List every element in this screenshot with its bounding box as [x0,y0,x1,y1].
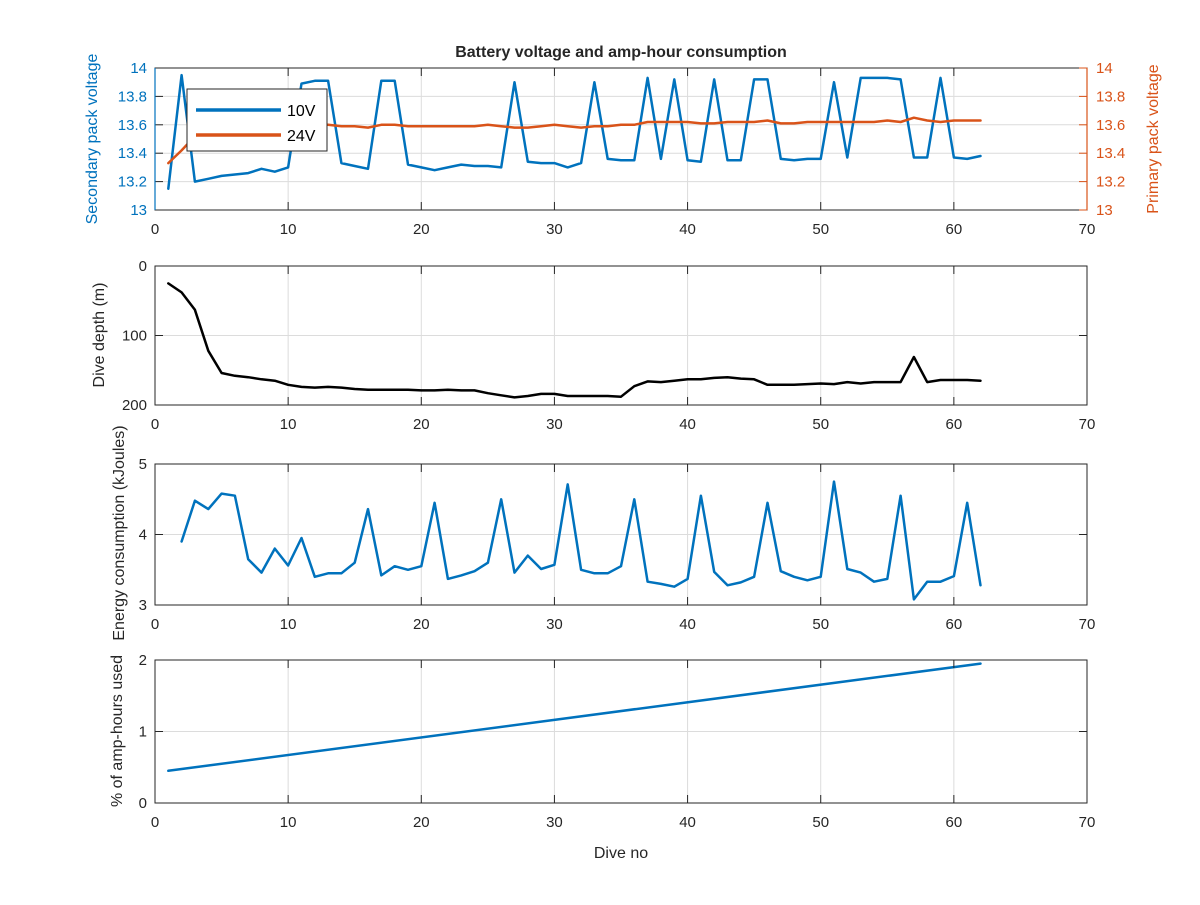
depth-x-tick-label: 50 [812,416,829,433]
energy-x-tick-label: 0 [151,616,159,633]
voltage-x-tick-label: 0 [151,221,159,238]
legend: 10V 24V [186,88,328,152]
voltage-y-tick-label: 13 [130,202,147,219]
depth-x-tick-label: 70 [1079,416,1096,433]
voltage-y-tick-label-right: 13.8 [1096,88,1125,105]
energy-x-tick-label: 20 [413,616,430,633]
depth-y-tick-label: 100 [122,328,147,345]
depth-y-tick-label: 0 [139,258,147,275]
energy-y-tick-label: 4 [139,527,147,544]
amphours-x-tick-label: 60 [946,814,963,831]
depth-x-tick-label: 40 [679,416,696,433]
y-axis-label-primary-voltage: Primary pack voltage [1145,64,1162,213]
voltage-y-tick-label-right: 13.4 [1096,145,1125,162]
depth-x-tick-label: 60 [946,416,963,433]
voltage-x-tick-label: 40 [679,221,696,238]
y-axis-label-amp-hours: % of amp-hours used [109,655,126,807]
depth-y-tick-label: 200 [122,397,147,414]
amphours-series-line-0 [167,662,982,773]
voltage-y-tick-label-right: 14 [1096,60,1113,77]
voltage-y-tick-label-right: 13 [1096,202,1113,219]
depth-x-tick-label: 30 [546,416,563,433]
amphours-x-tick-label: 50 [812,814,829,831]
depth-x-tick-label: 10 [280,416,297,433]
energy-y-tick-label: 5 [139,456,147,473]
amphours-x-tick-label: 0 [151,814,159,831]
voltage-x-tick-label: 60 [946,221,963,238]
voltage-y-tick-label: 13.2 [118,174,147,191]
voltage-y-tick-label-right: 13.6 [1096,117,1125,134]
voltage-x-tick-label: 20 [413,221,430,238]
voltage-y-tick-label: 13.4 [118,145,147,162]
amphours-x-tick-label: 10 [280,814,297,831]
energy-x-tick-label: 30 [546,616,563,633]
energy-x-tick-label: 40 [679,616,696,633]
energy-x-tick-label: 60 [946,616,963,633]
x-axis-label-dive-no: Dive no [594,845,648,862]
voltage-x-tick-label: 10 [280,221,297,238]
amphours-y-tick-label: 0 [139,795,147,812]
depth-x-tick-label: 20 [413,416,430,433]
voltage-x-tick-label: 70 [1079,221,1096,238]
energy-x-tick-label: 50 [812,616,829,633]
chart-title: Battery voltage and amp-hour consumption [455,44,787,61]
voltage-y-tick-label: 14 [130,60,147,77]
energy-x-tick-label: 10 [280,616,297,633]
amphours-x-tick-label: 20 [413,814,430,831]
y-axis-label-dive-depth: Dive depth (m) [91,283,108,388]
voltage-y-tick-label: 13.6 [118,117,147,134]
energy-y-tick-label: 3 [139,597,147,614]
amphours-x-tick-label: 70 [1079,814,1096,831]
voltage-y-tick-label-right: 13.2 [1096,174,1125,191]
amphours-x-tick-label: 40 [679,814,696,831]
depth-x-tick-label: 0 [151,416,159,433]
legend-box [186,88,328,152]
energy-x-tick-label: 70 [1079,616,1096,633]
depth-series-line-0 [167,282,982,399]
voltage-y-tick-label: 13.8 [118,88,147,105]
voltage-series-line-10v [167,73,982,190]
amphours-x-tick-label: 30 [546,814,563,831]
voltage-x-tick-label: 30 [546,221,563,238]
y-axis-label-secondary-voltage: Secondary pack voltage [84,54,101,225]
legend-label-24v: 24V [287,128,316,145]
y-axis-label-energy-consumption: Energy consumption (kJoules) [111,425,128,640]
amphours-y-tick-label: 2 [139,652,147,669]
voltage-x-tick-label: 50 [812,221,829,238]
amphours-y-tick-label: 1 [139,724,147,741]
energy-series-line-0 [180,480,982,601]
legend-label-10v: 10V [287,103,316,120]
